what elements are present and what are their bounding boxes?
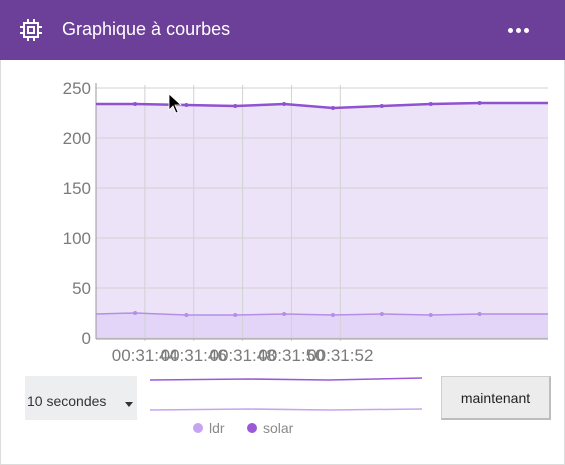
data-point-ldr (233, 313, 238, 317)
data-point-ldr (184, 313, 189, 317)
widget-title: Graphique à courbes (62, 19, 231, 39)
data-point-solar (282, 102, 287, 106)
x-tick-label: 00:31:44 (112, 346, 178, 365)
x-tick-label: 00:31:50 (258, 346, 324, 365)
y-tick-label: 200 (63, 129, 91, 148)
series-line-ldr (95, 312, 548, 316)
y-tick-label: 250 (63, 79, 91, 98)
legend-swatch (247, 423, 257, 433)
y-tick-label: 0 (82, 329, 91, 348)
period-select-value: 10 secondes (27, 393, 107, 409)
data-point-solar (184, 103, 189, 107)
data-point-solar (477, 101, 482, 105)
x-tick-label: 00:31:52 (307, 346, 373, 365)
chip-icon (20, 19, 42, 41)
y-tick-label: 100 (63, 229, 91, 248)
mouse-cursor-icon (168, 93, 183, 114)
series-area-ldr (96, 313, 548, 338)
widget-header: Graphique à courbes (0, 0, 565, 60)
series-area-solar (96, 103, 548, 338)
data-point-ldr (477, 312, 482, 316)
data-point-ldr (133, 311, 138, 315)
legend-item-ldr[interactable]: ldr (193, 419, 233, 437)
line-chart: 05010015020025000:31:4400:31:4600:31:480… (63, 79, 548, 365)
data-point-ldr (428, 313, 433, 317)
more-horizontal-icon[interactable] (508, 22, 534, 38)
data-point-ldr (282, 312, 287, 316)
data-point-ldr (379, 312, 384, 316)
data-point-solar (379, 104, 384, 108)
legend-label: solar (263, 420, 294, 436)
data-point-solar (330, 106, 335, 110)
data-point-solar (133, 102, 138, 106)
chevron-down-icon (125, 402, 133, 407)
data-point-solar (428, 102, 433, 106)
data-point-solar (233, 104, 238, 108)
y-tick-label: 150 (63, 179, 91, 198)
legend-item-solar[interactable]: solar (247, 419, 307, 437)
period-select[interactable]: 10 secondes (25, 376, 137, 420)
y-tick-label: 50 (72, 279, 91, 298)
legend-label: ldr (209, 420, 225, 436)
x-tick-label: 00:31:46 (161, 346, 227, 365)
x-tick-label: 00:31:48 (210, 346, 276, 365)
legend-swatch (193, 423, 203, 433)
series-line-solar (96, 101, 548, 110)
data-point-ldr (330, 313, 335, 317)
now-button[interactable]: maintenant (441, 376, 551, 420)
time-range-slider[interactable] (149, 372, 423, 416)
